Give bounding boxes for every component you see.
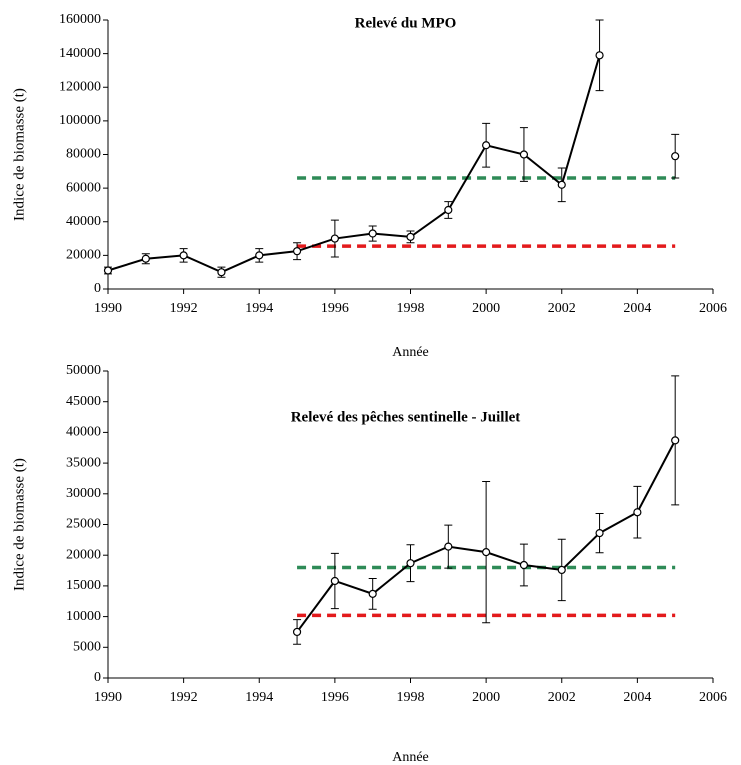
- y-tick-label: 45000: [66, 394, 101, 409]
- x-tick-label: 1996: [321, 301, 349, 316]
- data-point: [217, 268, 226, 277]
- data-line: [108, 55, 675, 272]
- data-point: [330, 576, 339, 586]
- x-axis-label: Année: [392, 750, 429, 765]
- data-point: [368, 589, 377, 598]
- x-tick-label: 2006: [699, 301, 727, 316]
- y-tick-label: 0: [94, 670, 101, 685]
- y-tick-label: 140000: [59, 46, 101, 61]
- data-point: [406, 232, 415, 241]
- data-point: [595, 528, 604, 538]
- y-tick-label: 5000: [73, 640, 101, 655]
- x-tick-label: 2004: [623, 301, 651, 316]
- y-tick-label: 0: [94, 281, 101, 296]
- data-point: [292, 247, 302, 256]
- y-tick-label: 35000: [66, 455, 101, 470]
- y-tick-label: 80000: [66, 147, 101, 162]
- chart-title: Relevé du MPO: [355, 15, 457, 31]
- data-point: [255, 251, 264, 260]
- x-tick-label: 1992: [170, 690, 198, 705]
- data-point: [444, 205, 453, 215]
- data-point: [141, 254, 150, 263]
- x-tick-label: 2002: [548, 301, 576, 316]
- data-point: [482, 548, 491, 557]
- x-tick-label: 1990: [94, 690, 122, 705]
- y-tick-label: 160000: [59, 12, 101, 27]
- y-tick-label: 60000: [66, 180, 101, 195]
- y-axis-label: Indice de biomasse (t): [11, 88, 27, 221]
- data-point: [633, 508, 642, 517]
- y-tick-label: 40000: [66, 214, 101, 229]
- y-tick-label: 25000: [66, 517, 101, 532]
- data-point: [368, 229, 377, 238]
- chart-title: Relevé des pêches sentinelle - Juillet: [291, 409, 521, 425]
- x-tick-label: 1992: [170, 301, 198, 316]
- data-point: [444, 542, 453, 551]
- data-point: [482, 141, 491, 150]
- x-tick-label: 1994: [245, 690, 273, 705]
- x-tick-label: 1998: [397, 301, 425, 316]
- x-tick-label: 2000: [472, 301, 500, 316]
- data-point: [292, 627, 302, 637]
- data-point: [595, 51, 604, 60]
- x-tick-label: 2004: [623, 690, 651, 705]
- data-point: [671, 436, 680, 445]
- data-point: [519, 150, 529, 159]
- y-tick-label: 10000: [66, 609, 101, 624]
- x-tick-label: 1996: [321, 690, 349, 705]
- x-tick-label: 2006: [699, 690, 727, 705]
- x-tick-label: 1998: [397, 690, 425, 705]
- y-tick-label: 30000: [66, 486, 101, 501]
- y-tick-label: 120000: [59, 79, 101, 94]
- data-point: [519, 560, 529, 570]
- data-point: [671, 152, 680, 161]
- y-tick-label: 20000: [66, 248, 101, 263]
- x-axis-label: Année: [392, 345, 429, 360]
- x-tick-label: 1994: [245, 301, 273, 316]
- x-tick-label: 2002: [548, 690, 576, 705]
- y-tick-label: 15000: [66, 578, 101, 593]
- data-point: [557, 180, 566, 189]
- data-point: [330, 234, 339, 243]
- x-tick-label: 1990: [94, 301, 122, 316]
- data-point: [406, 559, 415, 568]
- x-tick-label: 2000: [472, 690, 500, 705]
- y-tick-label: 50000: [66, 363, 101, 378]
- data-point: [103, 266, 113, 275]
- y-tick-label: 20000: [66, 547, 101, 562]
- data-point: [557, 565, 566, 575]
- y-tick-label: 40000: [66, 425, 101, 440]
- y-axis-label: Indice de biomasse (t): [11, 458, 27, 591]
- data-point: [179, 251, 188, 260]
- y-tick-label: 100000: [59, 113, 101, 128]
